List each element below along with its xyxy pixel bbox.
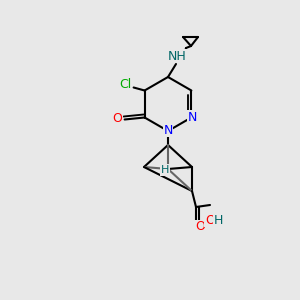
Text: O: O bbox=[205, 214, 215, 226]
Text: H: H bbox=[161, 165, 169, 175]
Text: O: O bbox=[113, 112, 123, 125]
Text: H: H bbox=[213, 214, 223, 226]
Text: Cl: Cl bbox=[119, 78, 132, 91]
Text: O: O bbox=[195, 220, 205, 233]
Text: N: N bbox=[163, 124, 173, 136]
Text: N: N bbox=[188, 111, 197, 124]
Text: NH: NH bbox=[168, 50, 186, 62]
